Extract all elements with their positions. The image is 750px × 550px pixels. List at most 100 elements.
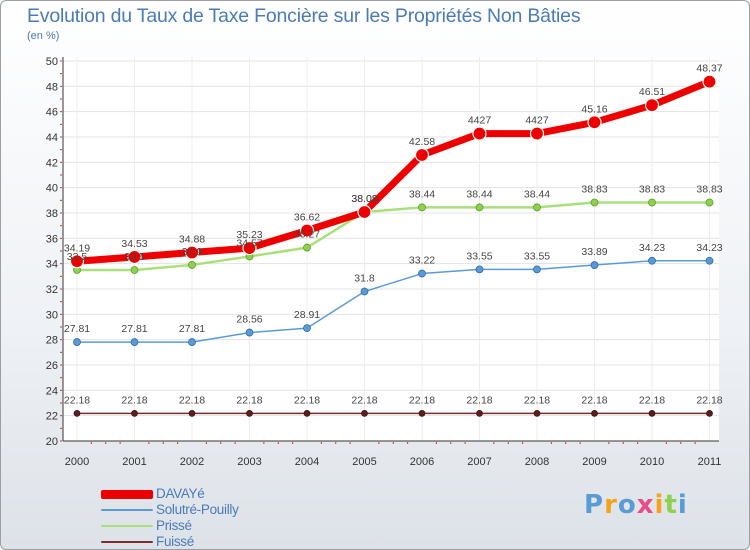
data-label: 34.53	[121, 238, 147, 250]
data-label: 34.57	[236, 237, 262, 249]
data-point	[705, 198, 714, 207]
data-label: 36.62	[294, 211, 320, 223]
x-tick-label: 2006	[410, 456, 434, 468]
y-tick-label: 48	[46, 81, 58, 93]
data-label: 22.18	[294, 394, 320, 406]
data-point	[414, 147, 430, 163]
data-label: 33.89	[581, 246, 607, 258]
x-tick-label: 2009	[582, 456, 606, 468]
data-point	[127, 249, 142, 265]
data-label: 48.37	[696, 63, 722, 75]
data-label: 46.51	[639, 86, 665, 98]
chart-title: Evolution du Taux de Taxe Foncière sur l…	[27, 5, 581, 27]
data-point	[130, 338, 139, 346]
data-point	[533, 409, 541, 417]
data-point	[361, 409, 368, 417]
data-point	[303, 243, 311, 252]
data-label: 22.18	[466, 394, 492, 406]
data-label: 34.23	[639, 242, 665, 254]
proxiti-logo: Proxiti	[584, 490, 688, 520]
data-point	[706, 409, 713, 417]
data-label: 38.83	[696, 183, 722, 195]
logo-letter: o	[617, 490, 637, 520]
data-point	[533, 203, 541, 212]
logo-letter: t	[664, 490, 678, 520]
series-line	[76, 260, 711, 343]
data-point	[587, 115, 602, 130]
x-tick-label: 2001	[122, 456, 146, 468]
data-point	[418, 409, 426, 417]
data-label: 38.83	[639, 183, 665, 195]
data-label: 22.18	[179, 394, 205, 406]
legend-label: DAVAYé	[156, 486, 205, 501]
x-tick-label: 2008	[525, 456, 549, 468]
data-point	[644, 98, 660, 113]
series-line	[75, 201, 711, 272]
data-label: 34.88	[179, 234, 205, 246]
data-label: 22.18	[351, 394, 377, 406]
data-label: 33.22	[409, 255, 435, 267]
y-tick-label: 24	[46, 385, 58, 397]
y-tick-label: 38	[46, 208, 58, 220]
legend-label: Solutré-Pouilly	[156, 502, 239, 517]
series-solutre-pouilly	[73, 256, 714, 346]
x-tick-label: 2011	[698, 456, 722, 468]
x-tick-label: 2000	[65, 456, 89, 468]
data-label: 22.18	[64, 394, 90, 406]
logo-letter: x	[636, 490, 655, 520]
legend-label: Fuissé	[156, 534, 194, 549]
data-label: 22.18	[524, 394, 550, 406]
x-tick-label: 2002	[180, 456, 204, 468]
data-label: 38.44	[409, 188, 435, 200]
data-point	[303, 409, 311, 417]
data-point	[246, 409, 253, 417]
x-tick-label: 2007	[467, 456, 491, 468]
y-tick-label: 46	[46, 107, 58, 119]
y-tick-label: 42	[46, 157, 58, 169]
data-label: 4427	[468, 115, 492, 127]
data-point	[418, 203, 426, 212]
data-point	[184, 245, 200, 260]
data-label: 22.18	[639, 394, 665, 406]
data-point	[648, 409, 656, 417]
data-label: 38.83	[581, 183, 607, 195]
x-tick-label: 2005	[352, 456, 376, 468]
data-point	[476, 409, 483, 417]
legend-swatch	[101, 509, 153, 511]
legend-swatch	[101, 541, 153, 543]
x-tick-label: 2004	[295, 456, 319, 468]
legend-swatch	[101, 489, 153, 499]
data-point	[648, 198, 656, 207]
x-tick-label: 2010	[640, 456, 664, 468]
data-label: 34.23	[696, 242, 722, 254]
data-point	[188, 338, 196, 346]
data-label: 28.91	[294, 309, 320, 321]
y-tick-label: 32	[46, 284, 58, 296]
data-point	[188, 261, 196, 269]
data-point	[418, 269, 426, 278]
data-point	[590, 198, 599, 207]
data-label: 33.9	[182, 246, 203, 258]
data-point	[188, 409, 196, 417]
data-point	[73, 338, 81, 346]
y-tick-label: 28	[46, 335, 58, 347]
data-label: 35.27	[294, 229, 320, 241]
data-label: 22.18	[121, 394, 147, 406]
data-point	[130, 266, 139, 274]
legend-label: Prissé	[156, 518, 192, 533]
data-label: 38.44	[466, 188, 492, 200]
data-label: 35.23	[236, 229, 262, 241]
data-label: 45.16	[581, 103, 607, 115]
data-label: 33.5	[124, 251, 145, 263]
y-tick-label: 40	[46, 183, 58, 195]
data-point	[357, 204, 372, 220]
series-fuisse	[73, 409, 713, 417]
data-label: 38.08	[351, 193, 377, 205]
data-label: 38.08	[351, 193, 377, 205]
data-label: 22.18	[236, 394, 262, 406]
data-point	[705, 256, 714, 265]
data-label: 27.81	[64, 323, 90, 335]
logo-letter: P	[584, 490, 605, 520]
